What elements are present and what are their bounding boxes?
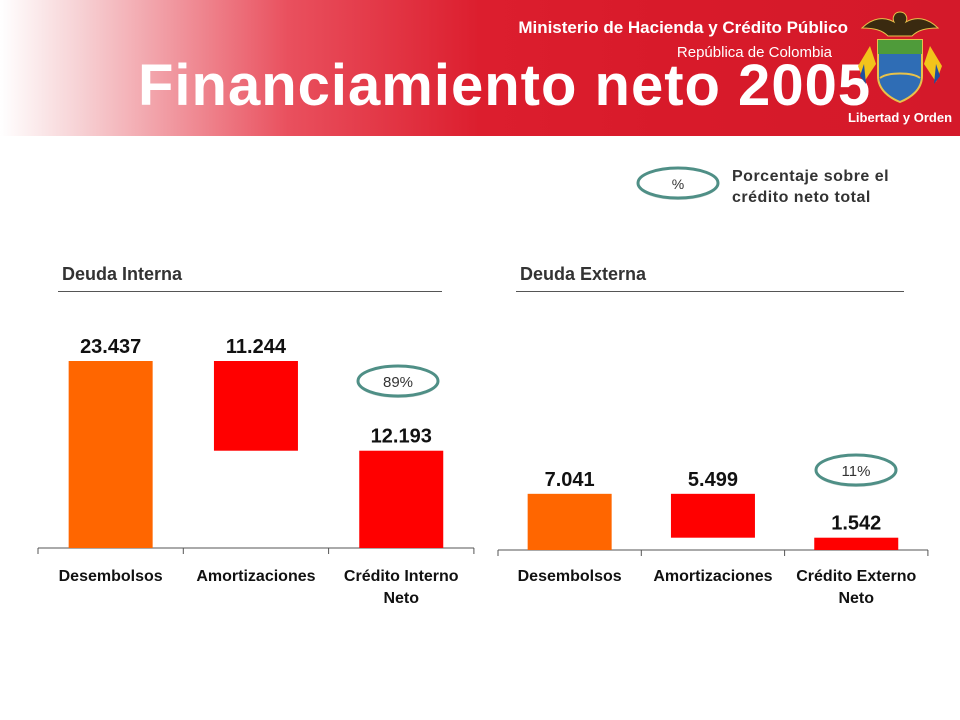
- value-label-internal-0: 23.437: [80, 336, 141, 358]
- section-title-internal: Deuda Interna: [62, 264, 183, 284]
- chart-external: 7.041 5.499 1.542 11%: [497, 453, 929, 556]
- page-title: Financiamiento neto 2005: [138, 53, 872, 118]
- share-pill-text-internal: 89%: [383, 374, 413, 391]
- legend-percent-pill: %: [636, 166, 720, 200]
- category-label-internal-0: Desembolsos: [58, 568, 163, 585]
- republic-name: República de Colombia: [676, 44, 832, 61]
- bar-internal-amortizations: [213, 361, 298, 451]
- category-label-external-0: Desembolsos: [517, 568, 622, 585]
- bar-internal-disbursements: [68, 361, 153, 548]
- category-label-external-2: Crédito Externo Neto: [796, 568, 917, 607]
- value-label-external-1: 5.499: [688, 469, 738, 491]
- share-pill-internal: 89%: [356, 364, 440, 398]
- section-rule-internal: [58, 291, 442, 292]
- chart-internal: 23.437 11.244 12.193 89%: [37, 336, 475, 554]
- value-label-internal-1: 11.244: [226, 336, 287, 358]
- legend-text: Porcentaje sobre el crédito neto total: [732, 166, 889, 208]
- value-label-external-2: 1.542: [831, 513, 881, 535]
- bar-external-net-credit: [814, 537, 899, 550]
- category-label-internal-2: Crédito Interno Neto: [343, 568, 459, 607]
- legend-text-line1: Porcentaje sobre el: [732, 168, 890, 185]
- coat-of-arms-logo: Libertad y Orden: [848, 11, 952, 125]
- legend-percent-symbol: %: [672, 176, 684, 192]
- share-pill-text-external: 11%: [842, 463, 871, 480]
- emblem-motto: Libertad y Orden: [848, 110, 952, 125]
- category-label-internal-1: Amortizaciones: [196, 568, 316, 585]
- value-label-internal-2: 12.193: [371, 426, 432, 448]
- share-pill-external: 11%: [814, 453, 898, 487]
- category-label-external-1: Amortizaciones: [653, 568, 773, 585]
- section-rule-external: [516, 291, 904, 292]
- bar-internal-net-credit: [359, 450, 444, 548]
- legend-text-line2: crédito neto total: [732, 189, 871, 206]
- bar-external-disbursements: [527, 493, 612, 550]
- bar-external-amortizations: [670, 493, 755, 538]
- ministry-name: Ministerio de Hacienda y Crédito Público: [518, 18, 848, 37]
- header-banner: Ministerio de Hacienda y Crédito Público…: [0, 0, 960, 136]
- section-title-external: Deuda Externa: [520, 264, 647, 284]
- value-label-external-0: 7.041: [545, 469, 595, 491]
